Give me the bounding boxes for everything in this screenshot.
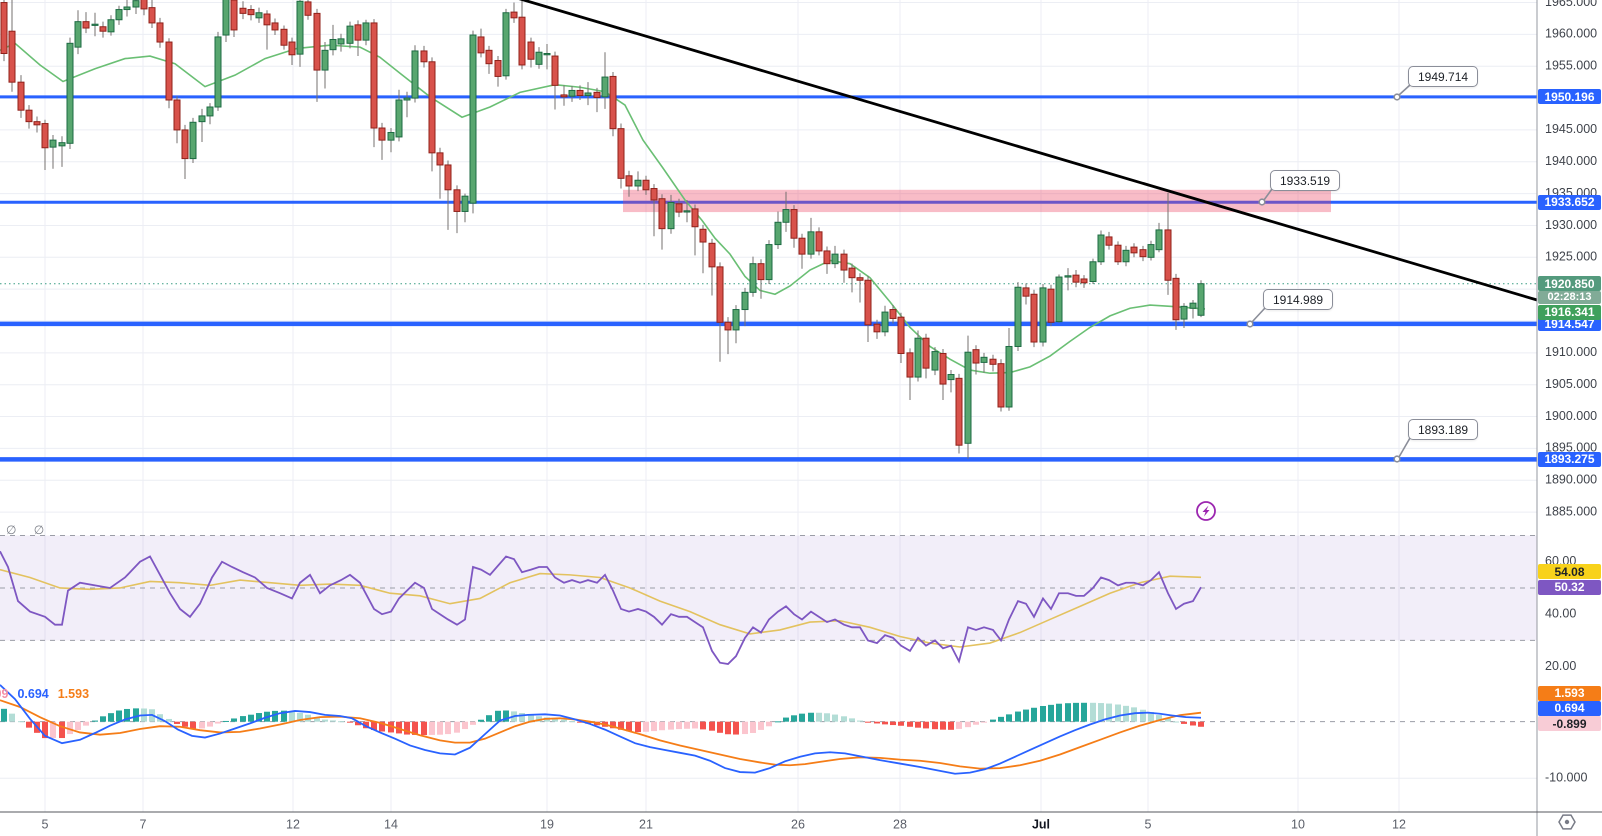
- macd-signal-line: [0, 699, 1202, 770]
- callout-leaders: [1246, 84, 1411, 463]
- svg-text:1960.000: 1960.000: [1545, 27, 1597, 41]
- svg-text:1910.000: 1910.000: [1545, 345, 1597, 359]
- svg-text:1945.000: 1945.000: [1545, 122, 1597, 136]
- macd-legend-macd-value: 0.694: [17, 687, 49, 701]
- svg-text:1930.000: 1930.000: [1545, 218, 1597, 232]
- svg-text:-10.000: -10.000: [1545, 771, 1587, 785]
- svg-text:1905.000: 1905.000: [1545, 377, 1597, 391]
- current-price-label: 1920.850: [1538, 276, 1601, 292]
- level-price-label: 1950.196: [1538, 89, 1601, 105]
- price-callout[interactable]: 1914.989: [1263, 289, 1334, 310]
- time-axis-labels[interactable]: 5 7 12 14 19 21 26 28 Jul 5 10 12: [42, 817, 1406, 831]
- svg-text:1885.000: 1885.000: [1545, 504, 1597, 518]
- svg-text:1955.000: 1955.000: [1545, 59, 1597, 73]
- macd-legend: -0.899 0.694 1.593: [0, 687, 110, 705]
- svg-text:1895.000: 1895.000: [1545, 441, 1597, 455]
- svg-text:19: 19: [540, 817, 554, 831]
- svg-text:10: 10: [1291, 817, 1305, 831]
- rsi-ma-value-label: 54.08: [1538, 564, 1601, 579]
- svg-text:5: 5: [42, 817, 49, 831]
- svg-text:1890.000: 1890.000: [1545, 473, 1597, 487]
- svg-text:12: 12: [1392, 817, 1406, 831]
- svg-text:1940.000: 1940.000: [1545, 154, 1597, 168]
- price-callout[interactable]: 1949.714: [1408, 66, 1479, 87]
- descending-trendline: [518, 0, 1537, 302]
- axis-tick-labels: 1965.0001960.0001955.0001950.0001945.000…: [1545, 0, 1597, 785]
- supply-zone: [623, 189, 1331, 213]
- macd-line: [0, 684, 1202, 775]
- rsi-legend-icons: ∅ ∅: [6, 523, 52, 537]
- svg-text:28: 28: [893, 817, 907, 831]
- rsi-pane: [0, 535, 1537, 665]
- svg-text:1965.000: 1965.000: [1545, 0, 1597, 9]
- rsi-line: [0, 550, 1202, 665]
- svg-text:21: 21: [639, 817, 653, 831]
- svg-text:Jul: Jul: [1032, 817, 1050, 831]
- price-callout[interactable]: 1893.189: [1408, 419, 1479, 440]
- macd-value-label: 0.694: [1538, 700, 1601, 716]
- macd-signal-value-label: 1.593: [1538, 685, 1601, 701]
- macd-pane: [0, 684, 1537, 775]
- svg-text:7: 7: [140, 817, 147, 831]
- svg-text:12: 12: [286, 817, 300, 831]
- macd-legend-hist-value: -0.899: [0, 687, 9, 701]
- svg-text:1925.000: 1925.000: [1545, 250, 1597, 264]
- svg-text:1900.000: 1900.000: [1545, 409, 1597, 423]
- svg-text:5: 5: [1145, 817, 1152, 831]
- bar-countdown-label: 02:28:13: [1538, 290, 1601, 304]
- price-callout[interactable]: 1933.519: [1270, 170, 1341, 191]
- axis-settings-icon[interactable]: [1558, 814, 1576, 830]
- macd-hist-value-label: -0.899: [1538, 716, 1601, 731]
- rsi-value-label: 50.32: [1538, 579, 1601, 595]
- svg-text:26: 26: [791, 817, 805, 831]
- secondary-price-label: 1916.341: [1538, 304, 1601, 320]
- gridlines: [0, 0, 1537, 812]
- level-price-label: 1893.275: [1538, 451, 1601, 467]
- price-pane: [0, 0, 1537, 462]
- svg-text:20.00: 20.00: [1545, 659, 1576, 673]
- macd-legend-signal-value: 1.593: [57, 687, 90, 701]
- svg-text:14: 14: [384, 817, 398, 831]
- flash-icon[interactable]: [1196, 501, 1216, 521]
- svg-text:40.00: 40.00: [1545, 606, 1576, 620]
- level-price-label: 1933.652: [1538, 194, 1601, 210]
- candles-layer: [0, 0, 1205, 459]
- level-price-label: 1914.547: [1538, 316, 1601, 332]
